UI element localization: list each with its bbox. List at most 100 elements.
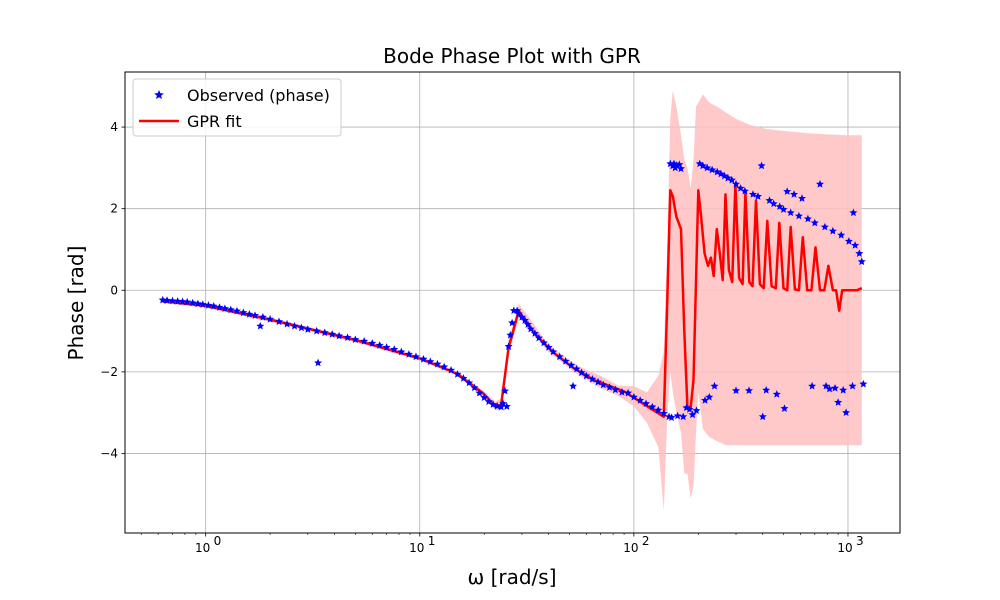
observed-point [502,402,511,410]
observed-point [599,380,608,389]
observed-point [851,241,860,249]
observed-point [447,366,456,374]
observed-point [745,386,754,395]
observed-point [567,361,576,369]
observed-point [530,329,539,337]
x-tick-exponent: 3 [856,534,864,548]
observed-point [688,410,697,419]
observed-point [283,319,292,328]
x-tick-label: 10 [409,541,424,555]
legend: Observed (phase) GPR fit [132,78,342,137]
observed-point [168,296,177,305]
observed-point [465,378,474,387]
observed-point [215,303,224,311]
observed-point [459,374,468,382]
observed-point [508,318,517,327]
observed-point [820,222,829,231]
observed-point [335,331,344,340]
x-tick-exponent: 2 [642,534,650,548]
observed-point [506,330,515,339]
x-tick-label: 10 [837,541,852,555]
observed-point [629,392,638,401]
observed-point [382,343,391,351]
observed-point [178,297,187,306]
observed-point [526,324,535,333]
observed-point [844,237,853,245]
observed-point [659,409,668,417]
observed-point [173,297,182,305]
observed-point [783,187,792,195]
observed-point [500,386,509,395]
observed-point [404,350,413,358]
observed-point [198,300,207,308]
chart-title: Bode Phase Plot with GPR [383,44,641,68]
observed-point [790,190,799,198]
x-tick-exponent: 1 [428,534,436,548]
observed-point [470,383,479,392]
observed-point [692,406,701,415]
observed-point [397,347,406,356]
x-tick-exponent: 0 [214,534,222,548]
observed-point [297,323,306,332]
observed-point [158,295,167,304]
observed-point [351,335,360,344]
legend-label-observed: Observed (phase) [187,86,330,105]
observed-point [594,377,602,386]
observed-point [220,304,229,313]
observed-point [232,306,241,315]
observed-point [520,316,529,324]
plot-area-frame [124,71,901,534]
observed-point [226,305,235,314]
observed-point [677,164,685,173]
observed-point [274,317,283,326]
y-axis-label: Phase [rad] [64,246,88,361]
observed-point [266,315,275,323]
legend-label-fit: GPR fit [187,112,242,131]
observed-point [857,257,866,266]
observed-point [440,362,449,371]
observed-point [765,196,774,204]
observed-point [605,383,614,391]
observed-point [667,413,676,421]
observed-point [772,390,781,398]
x-tick-label: 10 [195,541,210,555]
observed-point [798,194,806,202]
observed-point [188,298,197,307]
observed-point [727,175,736,184]
observed-point [555,352,564,361]
observed-point [572,364,581,373]
observed-point [758,412,767,421]
observed-point [859,379,868,388]
observed-point [815,179,824,188]
observed-point [209,301,218,310]
observed-point [549,347,558,356]
observed-point [320,328,329,337]
observed-point [251,311,259,319]
observed-point [825,384,834,393]
y-tick-label: 4 [110,120,118,134]
observed-point [855,249,864,257]
observed-point [390,345,399,353]
observed-point [582,371,591,380]
observed-point [757,161,766,170]
observed-point [163,296,172,304]
observed-point [732,179,741,188]
observed-point [375,341,384,349]
observed-point [303,325,312,333]
observed-point [475,388,484,397]
observed-point [183,297,192,306]
observed-point [256,321,265,330]
observed-point [803,214,812,223]
observed-point [679,412,688,421]
observed-point [577,368,586,377]
observed-point [624,388,633,397]
observed-point [312,326,321,335]
y-tick-label: −4 [100,446,118,460]
y-tick-label: 2 [110,202,118,216]
observed-point [343,333,352,341]
observed-point [245,310,254,318]
observed-point [762,386,771,394]
legend-frame [132,78,342,137]
observed-point [837,230,846,239]
